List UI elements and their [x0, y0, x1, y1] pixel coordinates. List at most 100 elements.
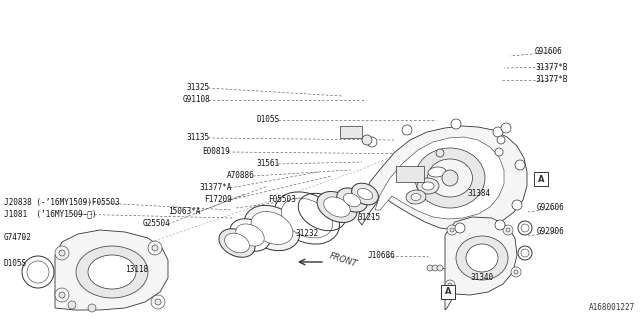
Ellipse shape	[275, 192, 339, 244]
Circle shape	[503, 225, 513, 235]
Text: 31377*A: 31377*A	[200, 183, 232, 193]
Circle shape	[68, 301, 76, 309]
Ellipse shape	[351, 183, 378, 205]
Text: D105S: D105S	[257, 116, 280, 124]
Circle shape	[514, 270, 518, 274]
Circle shape	[59, 292, 65, 298]
Ellipse shape	[225, 233, 250, 253]
Text: 15063*A: 15063*A	[168, 207, 200, 217]
Bar	[441, 285, 455, 299]
Ellipse shape	[358, 188, 372, 200]
Circle shape	[495, 220, 505, 230]
Circle shape	[518, 221, 532, 235]
Ellipse shape	[251, 212, 293, 244]
Ellipse shape	[415, 148, 485, 208]
Text: 31561: 31561	[257, 159, 280, 169]
Text: 31384: 31384	[467, 189, 490, 198]
Text: 31340: 31340	[470, 274, 493, 283]
Ellipse shape	[230, 219, 270, 251]
Circle shape	[437, 265, 443, 271]
Text: J10686: J10686	[368, 252, 396, 260]
Text: F05503: F05503	[268, 196, 296, 204]
Polygon shape	[375, 137, 504, 219]
Circle shape	[362, 135, 372, 145]
Text: FRONT: FRONT	[328, 251, 358, 269]
Circle shape	[88, 304, 96, 312]
Polygon shape	[358, 126, 527, 230]
Circle shape	[451, 119, 461, 129]
Circle shape	[151, 295, 165, 309]
Text: A: A	[445, 287, 451, 297]
Circle shape	[152, 245, 158, 251]
Text: 31215: 31215	[357, 213, 380, 222]
Circle shape	[445, 280, 455, 290]
Ellipse shape	[244, 205, 300, 251]
Ellipse shape	[466, 244, 498, 272]
Circle shape	[521, 224, 529, 232]
Ellipse shape	[406, 190, 426, 204]
Circle shape	[515, 160, 525, 170]
Text: 13118: 13118	[125, 266, 148, 275]
Circle shape	[427, 265, 433, 271]
Circle shape	[506, 228, 510, 232]
Circle shape	[148, 241, 162, 255]
Circle shape	[447, 225, 457, 235]
Text: 31232: 31232	[295, 229, 318, 238]
Circle shape	[402, 125, 412, 135]
Ellipse shape	[282, 198, 333, 238]
Ellipse shape	[324, 197, 350, 217]
Bar	[534, 172, 548, 186]
Polygon shape	[445, 217, 517, 310]
Ellipse shape	[219, 229, 255, 257]
Text: G25504: G25504	[142, 220, 170, 228]
Circle shape	[521, 249, 529, 257]
Text: A: A	[538, 174, 544, 183]
Circle shape	[497, 136, 505, 144]
Ellipse shape	[317, 191, 357, 222]
Text: G91108: G91108	[182, 95, 210, 105]
Circle shape	[493, 127, 503, 137]
Ellipse shape	[456, 236, 508, 280]
Circle shape	[512, 200, 522, 210]
Circle shape	[59, 250, 65, 256]
Text: E00819: E00819	[202, 148, 230, 156]
Text: D105S: D105S	[4, 260, 27, 268]
Text: G74702: G74702	[4, 234, 32, 243]
Circle shape	[367, 137, 377, 147]
Text: 31377*B: 31377*B	[535, 76, 568, 84]
Ellipse shape	[22, 256, 54, 288]
Circle shape	[55, 288, 69, 302]
Ellipse shape	[27, 261, 49, 283]
Circle shape	[518, 246, 532, 260]
Text: 31377*B: 31377*B	[535, 62, 568, 71]
Ellipse shape	[236, 224, 264, 246]
Text: G92906: G92906	[537, 228, 564, 236]
Circle shape	[511, 267, 521, 277]
Ellipse shape	[337, 188, 367, 212]
Bar	[396, 166, 424, 182]
Text: J20838 (-’16MY1509)F05503: J20838 (-’16MY1509)F05503	[4, 197, 120, 206]
Circle shape	[448, 283, 452, 287]
Text: F17209: F17209	[204, 196, 232, 204]
Ellipse shape	[344, 193, 360, 207]
Bar	[340, 126, 362, 138]
Circle shape	[432, 265, 438, 271]
Circle shape	[442, 170, 458, 186]
Circle shape	[436, 149, 444, 157]
Text: J1081  (’16MY1509-​): J1081 (’16MY1509-​)	[4, 210, 97, 219]
Polygon shape	[55, 230, 168, 310]
Ellipse shape	[422, 182, 434, 190]
Circle shape	[501, 123, 511, 133]
Ellipse shape	[76, 246, 148, 298]
Circle shape	[450, 228, 454, 232]
Ellipse shape	[428, 167, 446, 177]
Text: 31325: 31325	[187, 84, 210, 92]
Text: A168001227: A168001227	[589, 303, 635, 312]
Ellipse shape	[417, 178, 439, 194]
Circle shape	[455, 223, 465, 233]
Circle shape	[495, 148, 503, 156]
Ellipse shape	[88, 255, 136, 289]
Text: G91606: G91606	[535, 47, 563, 57]
Ellipse shape	[411, 194, 421, 201]
Circle shape	[155, 299, 161, 305]
